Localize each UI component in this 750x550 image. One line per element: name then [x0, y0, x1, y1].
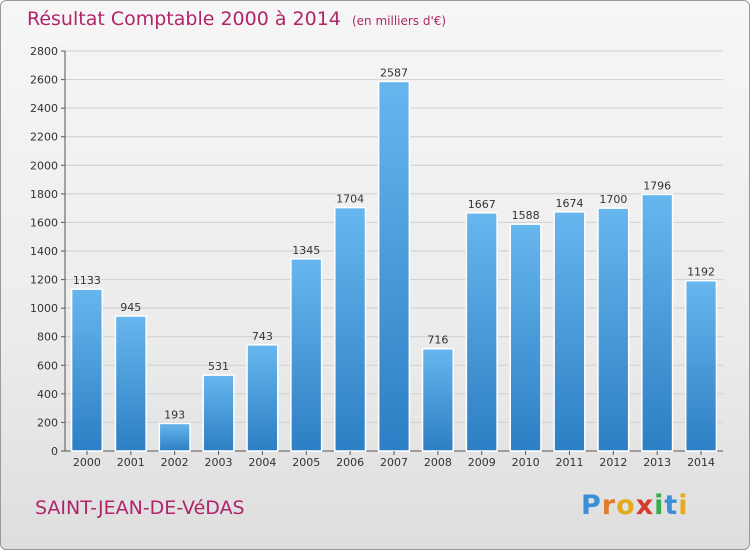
bar — [641, 193, 674, 452]
y-tick-label: 1400 — [30, 245, 58, 258]
y-tick-label: 600 — [37, 359, 58, 372]
data-label: 1133 — [73, 274, 101, 287]
y-tick-label: 2600 — [30, 74, 58, 87]
data-label: 1588 — [512, 209, 540, 222]
x-tick-label: 2007 — [380, 456, 408, 469]
bar — [202, 374, 235, 452]
bar — [246, 344, 279, 452]
x-tick-label: 2013 — [643, 456, 671, 469]
x-tick-label: 2011 — [555, 456, 583, 469]
bar — [377, 80, 411, 452]
y-tick-label: 0 — [51, 445, 58, 458]
city-name: SAINT-JEAN-DE-VéDAS — [35, 497, 245, 519]
data-label: 716 — [427, 334, 448, 347]
data-label: 1700 — [599, 193, 627, 206]
bar — [334, 206, 367, 452]
data-label: 2587 — [380, 66, 408, 79]
logo-letter: t — [664, 490, 679, 521]
chart-title: Résultat Comptable 2000 à 2014 — [27, 8, 341, 30]
data-label: 531 — [208, 360, 229, 373]
proxiti-logo: Proxiti — [581, 490, 689, 521]
x-tick-label: 2001 — [117, 456, 145, 469]
y-tick-label: 2000 — [30, 159, 58, 172]
y-tick-label: 1000 — [30, 302, 58, 315]
y-tick-label: 2200 — [30, 131, 58, 144]
x-tick-label: 2014 — [687, 456, 715, 469]
y-tick-label: 2400 — [30, 102, 58, 115]
x-tick-label: 2000 — [73, 456, 101, 469]
x-tick-label: 2002 — [161, 456, 189, 469]
bar — [684, 279, 718, 452]
bar — [158, 422, 191, 452]
y-tick-label: 1600 — [30, 216, 58, 229]
y-tick-label: 2800 — [30, 45, 58, 58]
logo-letter: P — [581, 490, 602, 521]
data-label: 193 — [164, 408, 185, 421]
logo-letter: x — [635, 490, 655, 521]
data-label: 1796 — [643, 179, 671, 192]
title-row: Résultat Comptable 2000 à 2014 (en milli… — [27, 8, 446, 30]
data-label: 945 — [120, 301, 141, 314]
bar — [114, 315, 147, 452]
logo-letter: i — [654, 490, 665, 521]
y-tick-label: 400 — [37, 388, 58, 401]
x-tick-label: 2009 — [468, 456, 496, 469]
logo-letter: o — [616, 490, 636, 521]
chart-subtitle: (en milliers d'€) — [351, 14, 447, 28]
y-tick-label: 200 — [37, 416, 58, 429]
logo-letter: i — [678, 490, 689, 521]
data-label: 1674 — [555, 197, 583, 210]
y-tick-label: 800 — [37, 331, 58, 344]
data-label: 1192 — [687, 266, 715, 279]
data-label: 1345 — [292, 244, 320, 257]
bar — [70, 288, 104, 452]
data-label: 1704 — [336, 193, 364, 206]
bar — [553, 211, 586, 452]
x-tick-label: 2003 — [205, 456, 233, 469]
x-tick-label: 2010 — [512, 456, 540, 469]
logo-letter: r — [601, 490, 617, 521]
bar — [465, 212, 498, 452]
y-tick-label: 1200 — [30, 274, 58, 287]
bar — [509, 223, 542, 452]
data-label: 743 — [252, 330, 273, 343]
x-tick-label: 2005 — [292, 456, 320, 469]
y-tick-label: 1800 — [30, 188, 58, 201]
x-tick-label: 2012 — [599, 456, 627, 469]
bar — [421, 347, 454, 452]
x-tick-label: 2008 — [424, 456, 452, 469]
bar — [290, 258, 323, 452]
x-tick-label: 2006 — [336, 456, 364, 469]
bar — [597, 207, 630, 452]
data-label: 1667 — [468, 198, 496, 211]
x-tick-label: 2004 — [248, 456, 276, 469]
